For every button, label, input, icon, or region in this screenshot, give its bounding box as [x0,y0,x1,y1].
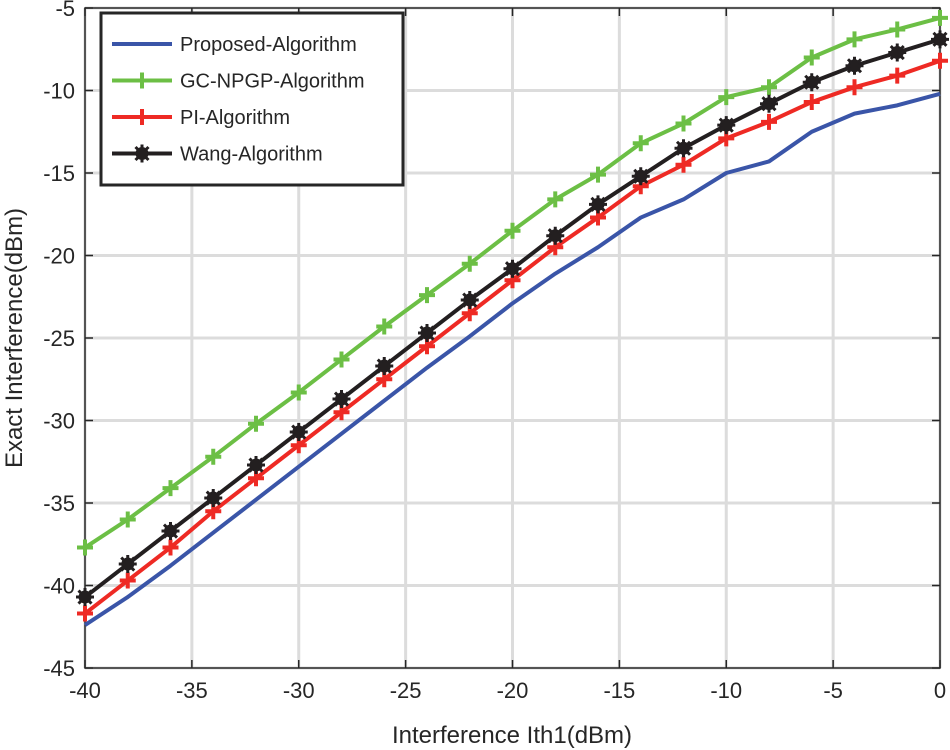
asterisk-marker-spokes [546,226,565,245]
asterisk-marker-spokes [161,522,180,541]
plus-marker [632,135,649,152]
y-tick-label: -15 [43,161,75,186]
y-axis-label: Exact Interference(dBm) [1,208,28,468]
plus-marker [461,255,478,272]
legend-label: Proposed-Algorithm [180,34,357,56]
plus-marker [803,49,820,66]
plus-marker [77,605,93,622]
asterisk-marker-spokes [133,144,151,163]
plus-marker [134,109,150,125]
plus-marker [846,79,863,96]
asterisk-marker-spokes [204,489,223,508]
asterisk-marker-spokes [674,139,693,158]
asterisk-marker-spokes [460,291,479,310]
plus-marker [119,572,136,589]
series-wang-algorithm [76,30,949,607]
y-tick-label: -20 [43,244,75,269]
plus-marker [718,89,735,106]
legend-box [99,11,405,187]
legend-label: GC-NPGP-Algorithm [180,71,364,93]
plus-marker [205,448,222,465]
plus-marker [889,21,906,38]
asterisk-marker-spokes [931,30,949,49]
legend-label: Wang-Algorithm [180,144,323,166]
plus-marker [889,67,906,84]
series-gc-npgp-algorithm [77,9,948,556]
asterisk-marker-spokes [802,73,821,92]
plus-marker [675,156,692,173]
plus-marker [162,539,179,556]
asterisk-marker-spokes [76,588,94,607]
axes: -40 -35 -30 -25 -20 -15 -10 -5 0-45-40-35-30-25-… [43,0,946,703]
plus-marker [134,72,150,89]
asterisk-marker-spokes [418,324,436,343]
y-tick-label: -10 [43,79,75,104]
x-tick-label: -20 [497,678,529,703]
x-tick-label: -5 [823,678,843,703]
x-axis-label: Interference Ith1(dBm) [392,722,632,749]
plus-marker [77,539,93,556]
asterisk-marker-spokes [247,456,265,475]
plus-marker [761,79,777,96]
plot-frame [84,7,941,669]
x-tick-label: -15 [603,678,635,703]
y-tick-label: -45 [43,656,75,681]
plus-marker [932,52,948,69]
asterisk-marker-spokes [332,390,351,409]
x-tick-label: -30 [283,678,315,703]
asterisk-marker-spokes [760,94,778,113]
plus-marker [162,480,179,497]
plus-marker [803,94,820,111]
series-proposed-algorithm [83,91,941,627]
asterisk-marker-spokes [589,195,607,214]
asterisk-marker-spokes [717,116,736,135]
plus-marker [119,511,136,528]
plus-marker [675,115,692,132]
plus-marker [333,351,350,368]
y-tick-label: -5 [55,0,75,21]
legend-label: PI-Algorithm [180,107,290,129]
x-tick-label: -40 [69,678,101,703]
legend: Proposed-Algorithm GC-NPGP-Algorithm PI-Al… [99,11,405,187]
asterisk-marker-spokes [118,555,137,574]
plus-marker [419,287,435,304]
x-tick-label: -25 [390,678,422,703]
asterisk-marker-spokes [845,56,864,75]
asterisk-marker-spokes [289,423,308,442]
y-tick-label: -30 [43,409,75,434]
plus-marker [376,318,393,335]
series-group [76,9,949,627]
plus-marker [846,31,863,48]
y-tick-label: -40 [43,574,75,599]
asterisk-marker-spokes [503,259,522,278]
x-tick-label: 0 [934,678,946,703]
asterisk-marker-spokes [888,43,907,62]
plus-marker [248,415,264,432]
plus-marker [547,191,564,208]
plus-marker [504,222,521,239]
asterisk-marker-spokes [375,357,394,376]
y-tick-label: -35 [43,491,75,516]
plus-marker [761,113,777,130]
x-tick-label: -10 [710,678,742,703]
plus-marker [590,166,606,183]
plus-marker [932,9,948,26]
y-tick-label: -25 [43,326,75,351]
asterisk-marker-spokes [631,167,650,186]
plus-marker [290,384,307,401]
x-tick-label: -35 [176,678,208,703]
